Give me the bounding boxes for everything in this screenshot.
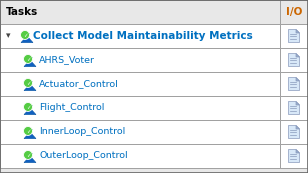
Text: ▾: ▾ bbox=[6, 31, 10, 40]
Polygon shape bbox=[296, 102, 299, 105]
FancyBboxPatch shape bbox=[27, 153, 33, 154]
Polygon shape bbox=[24, 83, 36, 91]
Polygon shape bbox=[296, 149, 299, 153]
Bar bbox=[280, 96, 308, 120]
Bar bbox=[280, 72, 308, 96]
FancyBboxPatch shape bbox=[27, 81, 33, 83]
Text: OuterLoop_Control: OuterLoop_Control bbox=[39, 152, 128, 161]
Text: ✓: ✓ bbox=[26, 57, 30, 62]
FancyBboxPatch shape bbox=[27, 57, 33, 58]
FancyBboxPatch shape bbox=[24, 33, 30, 34]
FancyBboxPatch shape bbox=[27, 105, 33, 106]
Polygon shape bbox=[296, 30, 299, 33]
Circle shape bbox=[23, 102, 33, 111]
Bar bbox=[280, 24, 308, 48]
Polygon shape bbox=[289, 30, 299, 43]
Circle shape bbox=[23, 151, 33, 160]
Circle shape bbox=[23, 126, 33, 135]
Text: ✓: ✓ bbox=[26, 129, 30, 134]
Text: AHRS_Voter: AHRS_Voter bbox=[39, 56, 95, 65]
Polygon shape bbox=[24, 106, 36, 115]
Text: Flight_Control: Flight_Control bbox=[39, 103, 104, 112]
Circle shape bbox=[23, 78, 33, 87]
Polygon shape bbox=[24, 58, 36, 67]
Polygon shape bbox=[21, 34, 33, 43]
Bar bbox=[280, 0, 308, 24]
FancyBboxPatch shape bbox=[27, 129, 33, 130]
Polygon shape bbox=[296, 78, 299, 81]
Bar bbox=[280, 144, 308, 168]
Bar bbox=[0, 144, 280, 168]
Bar bbox=[0, 120, 280, 144]
Bar bbox=[0, 72, 280, 96]
Text: ✓: ✓ bbox=[26, 153, 30, 158]
Text: ✓: ✓ bbox=[26, 81, 30, 86]
Text: ✓: ✓ bbox=[26, 105, 30, 110]
Bar bbox=[280, 48, 308, 72]
Circle shape bbox=[21, 30, 30, 39]
Polygon shape bbox=[296, 53, 299, 57]
Bar bbox=[0, 0, 280, 24]
Polygon shape bbox=[289, 149, 299, 162]
Polygon shape bbox=[289, 53, 299, 66]
Bar bbox=[0, 24, 280, 48]
Polygon shape bbox=[289, 102, 299, 115]
Text: I/O: I/O bbox=[286, 7, 302, 17]
Polygon shape bbox=[289, 78, 299, 90]
Text: Tasks: Tasks bbox=[6, 7, 38, 17]
Bar bbox=[280, 120, 308, 144]
Bar bbox=[0, 96, 280, 120]
Text: ✓: ✓ bbox=[23, 33, 27, 38]
Circle shape bbox=[23, 54, 33, 63]
Polygon shape bbox=[24, 130, 36, 139]
Text: InnerLoop_Control: InnerLoop_Control bbox=[39, 128, 125, 136]
Polygon shape bbox=[289, 125, 299, 139]
Polygon shape bbox=[24, 154, 36, 163]
Text: Actuator_Control: Actuator_Control bbox=[39, 80, 119, 89]
Polygon shape bbox=[296, 125, 299, 129]
Text: Collect Model Maintainability Metrics: Collect Model Maintainability Metrics bbox=[33, 31, 253, 41]
Bar bbox=[0, 48, 280, 72]
